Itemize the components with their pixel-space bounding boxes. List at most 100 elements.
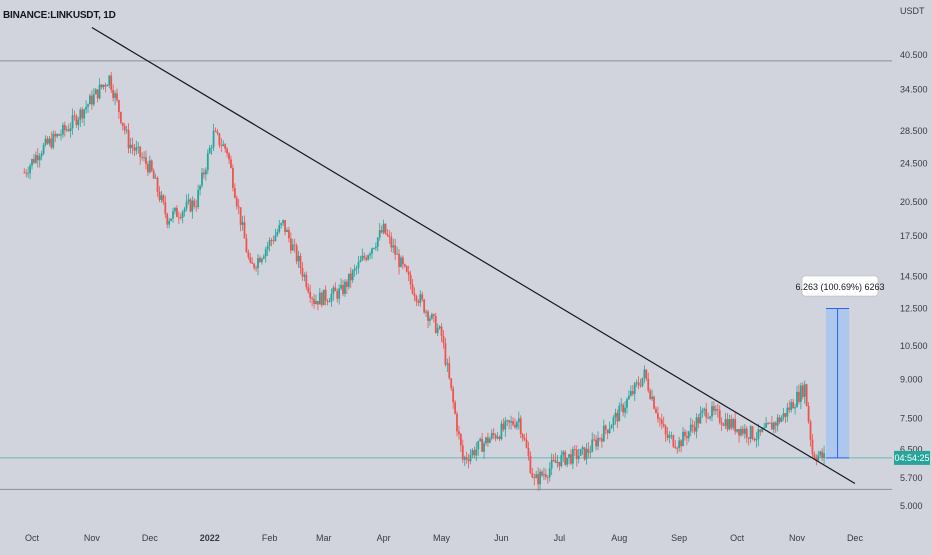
candle-body [305,275,307,287]
candle-body [439,327,441,329]
candle-body [458,431,460,434]
candle-body [416,296,418,301]
candle-body [128,130,130,148]
candle-body [263,256,265,258]
candle-body [785,413,787,416]
candle-body [665,426,667,434]
candle-body [50,139,52,148]
candle-body [247,252,249,257]
candle-body [435,316,437,333]
x-tick-label: Nov [789,533,806,543]
candle-body [460,434,462,445]
candle-body [464,457,466,459]
candle-body [246,238,248,252]
candle-body [705,409,707,418]
candle-body [692,425,694,427]
candle-body [62,125,64,135]
candle-body [649,391,651,399]
candle-body [645,370,647,379]
candle-body [93,94,95,104]
candle-body [315,301,317,304]
candle-body [197,190,199,207]
candle-body [653,397,655,409]
candle-body [267,246,269,249]
candle-body [39,156,41,160]
candle-body [530,456,532,473]
candle-body [495,435,497,438]
y-tick-label: 12.500 [900,303,928,313]
candle-body [723,425,725,426]
x-tick-label: Aug [611,533,627,543]
candle-body [334,288,336,292]
x-tick-label: Dec [142,533,159,543]
candle-body [537,474,539,484]
candle-body [29,166,31,174]
candle-body [159,192,161,200]
candle-body [79,110,81,120]
candle-body [800,385,802,401]
candle-body [601,438,603,441]
candle-body [618,406,620,422]
x-tick-label: Oct [730,533,745,543]
candle-body [624,408,626,413]
candle-body [757,429,759,439]
candle-body [427,312,429,321]
y-tick-label: 34.500 [900,85,928,95]
candle-body [261,259,263,263]
candle-body [76,116,78,125]
candle-body [545,474,547,477]
candle-body [137,147,139,148]
candle-body [126,130,128,131]
candle-body [678,440,680,448]
candle-body [116,93,118,100]
candle-body [186,201,188,208]
candle-body [562,452,564,455]
candle-body [120,112,122,123]
candle-body [796,392,798,407]
candle-body [209,148,211,153]
candle-body [715,409,717,411]
candle-body [725,419,727,426]
candle-body [638,382,640,385]
candle-body [155,178,157,179]
candle-body [97,89,99,98]
candle-body [139,147,141,157]
candle-body [273,240,275,241]
candle-body [597,438,599,446]
candle-body [595,440,597,447]
candle-body [354,269,356,271]
candle-body [671,435,673,436]
candle-body [659,419,661,420]
candle-body [290,238,292,250]
candle-body [336,291,338,299]
candle-body [510,421,512,422]
candle-body [473,450,475,455]
candle-body [470,455,472,461]
candle-body [203,173,205,175]
candle-body [719,410,721,422]
candle-body [348,274,350,287]
candle-body [512,421,514,425]
candle-body [292,245,294,251]
candle-body [786,408,788,417]
candle-body [387,234,389,236]
candle-body [672,435,674,446]
candle-body [190,200,192,212]
candle-body [572,449,574,464]
candle-body [122,123,124,126]
candle-body [613,417,615,425]
candle-body [149,161,151,173]
candle-body [240,207,242,225]
candle-body [713,406,715,411]
candle-body [300,256,302,268]
candle-body [383,224,385,233]
y-tick-label: 40.500 [900,50,928,60]
candle-body [560,455,562,466]
candle-body [808,406,810,422]
candle-body [350,274,352,281]
candle-body [358,262,360,268]
candle-body [414,293,416,296]
candle-body [178,217,180,218]
